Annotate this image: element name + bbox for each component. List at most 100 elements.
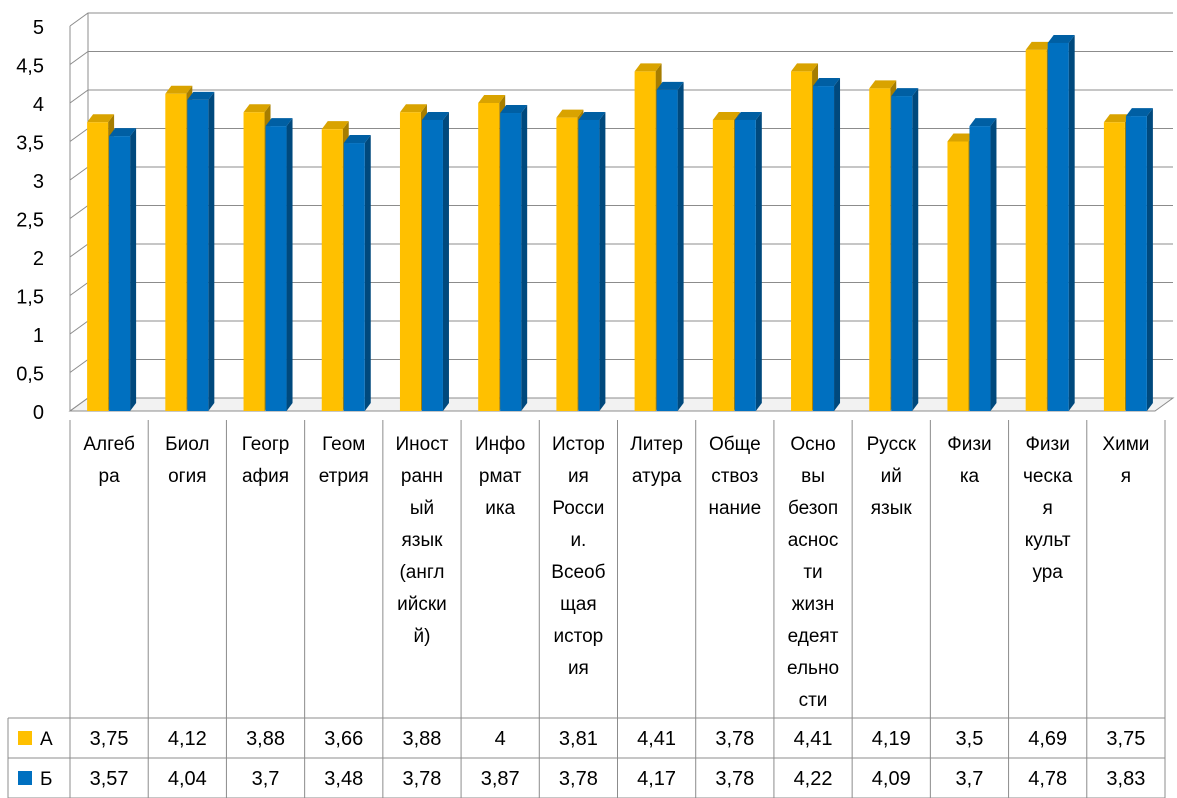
bar-top	[265, 118, 293, 127]
x-tick-label: едеят	[788, 626, 839, 647]
bar-front	[1047, 42, 1069, 411]
gridline	[69, 243, 1173, 258]
bar-front	[478, 103, 500, 411]
data-label: 3,57	[90, 768, 129, 790]
bar-front	[343, 143, 365, 412]
data-label: 4,17	[637, 768, 676, 790]
x-tick-label: ти	[803, 562, 822, 583]
bar-side	[834, 78, 841, 411]
bar-side	[521, 105, 528, 411]
bar-top	[187, 91, 215, 100]
x-tick-label: ра	[99, 466, 121, 487]
x-tick-label: Литер	[630, 434, 683, 455]
x-tick-label: истор	[554, 626, 604, 647]
data-label: 3,7	[956, 768, 984, 790]
data-label: 3,7	[252, 768, 280, 790]
data-label: 4,04	[168, 768, 207, 790]
x-tick-label: Иност	[396, 434, 449, 455]
bar-b	[421, 111, 449, 411]
bar-top	[813, 78, 841, 87]
bar-top	[343, 135, 371, 144]
gridlines	[69, 12, 1173, 412]
gridline	[69, 282, 1173, 296]
bar-side	[755, 111, 762, 411]
data-label: 3,48	[324, 768, 363, 790]
data-label: 4,12	[168, 728, 207, 750]
x-tick-label: етрия	[319, 466, 369, 487]
data-label: 3,5	[956, 728, 984, 750]
x-tick-label: ельно	[787, 658, 839, 679]
bar-side	[912, 88, 919, 411]
x-tick-label: Алгеб	[83, 434, 135, 455]
data-label: 3,66	[324, 728, 363, 750]
x-tick-label: сти	[799, 690, 828, 711]
data-label: 3,88	[402, 728, 441, 750]
bar-b	[813, 78, 841, 411]
bar-side	[208, 91, 215, 412]
data-label: 4,22	[794, 768, 833, 790]
data-label: 4,41	[794, 728, 833, 750]
bar-top	[421, 111, 449, 120]
bar-top	[656, 81, 684, 90]
bar-top	[712, 111, 740, 120]
x-tick-label: язык	[871, 498, 913, 519]
x-tick-label: и.	[570, 530, 586, 551]
bar-front	[656, 89, 678, 411]
x-tick-label: язык	[401, 530, 443, 551]
x-tick-label: ческа	[1023, 466, 1073, 487]
data-label: 3,78	[402, 768, 441, 790]
data-label: 3,78	[559, 768, 598, 790]
bar-top	[243, 104, 271, 113]
gridline	[69, 205, 1173, 219]
bar-b	[656, 81, 684, 411]
x-tick-label: Русск	[867, 434, 917, 455]
y-tick-label: 3	[33, 171, 44, 193]
data-label: 3,75	[1106, 728, 1145, 750]
bar-top	[87, 114, 115, 123]
x-tick-label: Осно	[790, 434, 835, 455]
x-tick-label: огия	[168, 466, 206, 487]
bar-b	[891, 88, 919, 411]
bar-b	[500, 105, 528, 411]
bar-front	[399, 112, 421, 412]
data-label: 4,78	[1028, 768, 1067, 790]
bar-front	[87, 122, 109, 411]
bar-b	[343, 135, 371, 412]
chart-walls	[68, 13, 1175, 412]
bar-b	[578, 111, 606, 411]
x-tick-label: Биол	[165, 434, 209, 455]
legend-swatch	[18, 771, 32, 785]
data-label: 3,78	[715, 768, 754, 790]
y-tick-label: 4,5	[16, 56, 44, 78]
data-label: 4,41	[637, 728, 676, 750]
data-label: 3,87	[481, 768, 520, 790]
x-tick-label: рмат	[479, 466, 522, 487]
x-tick-label: Физи	[947, 434, 991, 455]
x-tick-label: культ	[1025, 530, 1071, 551]
bar-top	[165, 85, 193, 94]
x-tick-label: Истор	[552, 434, 605, 455]
x-tick-label: Геом	[322, 434, 365, 455]
x-tick-label: ия	[568, 466, 589, 487]
bar-top	[1025, 41, 1053, 50]
bar-b	[734, 111, 762, 411]
bar-top	[478, 95, 506, 103]
bar-front	[321, 129, 343, 411]
x-tick-label: (англ	[399, 562, 444, 583]
x-tick-label: вы	[801, 466, 825, 487]
x-tick-label: Физи	[1025, 434, 1069, 455]
legend-label: Б	[40, 769, 52, 790]
bar-top	[1047, 34, 1075, 43]
gridline	[69, 12, 1173, 27]
bar-front	[791, 71, 813, 412]
data-label: 4,69	[1028, 728, 1067, 750]
bar-front	[500, 113, 522, 411]
x-tick-label: Всеоб	[551, 562, 605, 583]
gridline	[69, 359, 1173, 373]
bar-front	[1025, 49, 1047, 412]
bar-front	[1103, 122, 1125, 411]
x-tick-label: Хими	[1102, 434, 1149, 455]
legend-swatch	[18, 731, 32, 745]
bar-top	[399, 104, 427, 113]
